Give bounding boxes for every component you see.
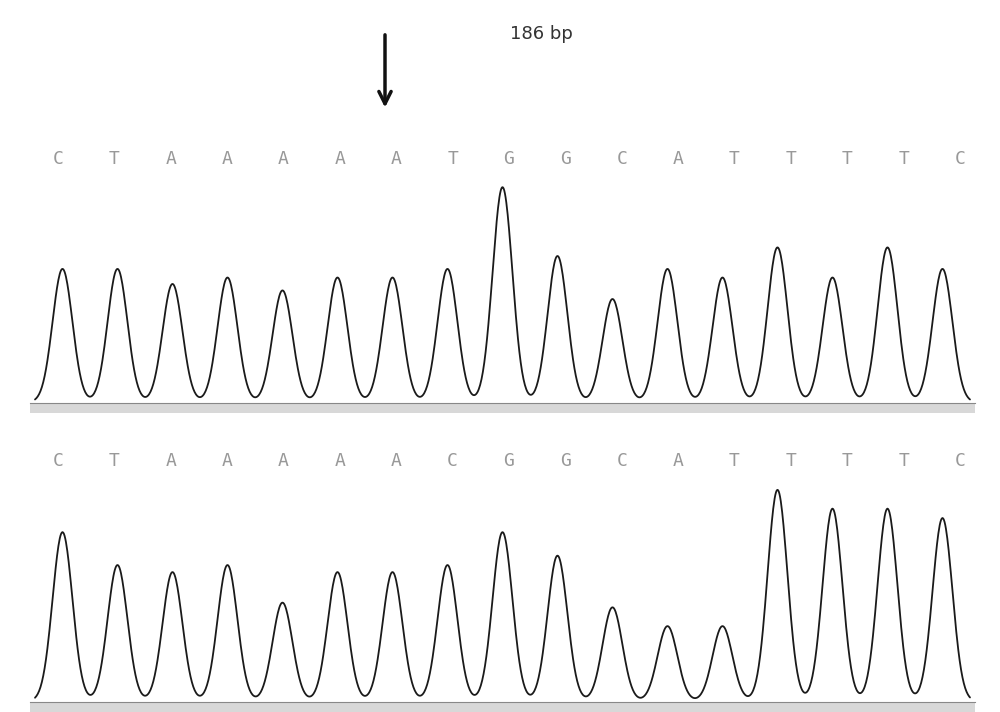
Text: A: A bbox=[222, 452, 233, 471]
Text: A: A bbox=[165, 452, 176, 471]
Bar bbox=[30, 132, 975, 413]
Text: C: C bbox=[955, 452, 965, 471]
Text: T: T bbox=[729, 452, 740, 471]
Text: A: A bbox=[391, 452, 402, 471]
Text: C: C bbox=[616, 452, 627, 471]
Text: A: A bbox=[165, 150, 176, 168]
Text: T: T bbox=[447, 150, 458, 168]
Text: A: A bbox=[278, 452, 289, 471]
Bar bbox=[30, 434, 975, 712]
Text: T: T bbox=[109, 452, 120, 471]
Text: G: G bbox=[560, 452, 571, 471]
Text: A: A bbox=[334, 452, 345, 471]
Text: T: T bbox=[898, 452, 909, 471]
Text: C: C bbox=[447, 452, 458, 471]
Text: G: G bbox=[560, 150, 571, 168]
Text: T: T bbox=[785, 150, 796, 168]
Text: A: A bbox=[334, 150, 345, 168]
Text: T: T bbox=[842, 150, 853, 168]
Text: T: T bbox=[898, 150, 909, 168]
Text: A: A bbox=[278, 150, 289, 168]
Text: T: T bbox=[109, 150, 120, 168]
Text: A: A bbox=[673, 150, 684, 168]
Bar bbox=[30, 404, 975, 413]
Text: T: T bbox=[729, 150, 740, 168]
Text: T: T bbox=[785, 452, 796, 471]
Text: C: C bbox=[616, 150, 627, 168]
Text: T: T bbox=[842, 452, 853, 471]
Text: C: C bbox=[53, 150, 63, 168]
Text: A: A bbox=[222, 150, 233, 168]
Bar bbox=[30, 703, 975, 712]
Text: 186 bp: 186 bp bbox=[510, 25, 573, 43]
Text: C: C bbox=[53, 452, 63, 471]
Text: C: C bbox=[955, 150, 965, 168]
Text: G: G bbox=[504, 452, 514, 471]
Text: G: G bbox=[504, 150, 514, 168]
Text: A: A bbox=[391, 150, 402, 168]
Text: A: A bbox=[673, 452, 684, 471]
